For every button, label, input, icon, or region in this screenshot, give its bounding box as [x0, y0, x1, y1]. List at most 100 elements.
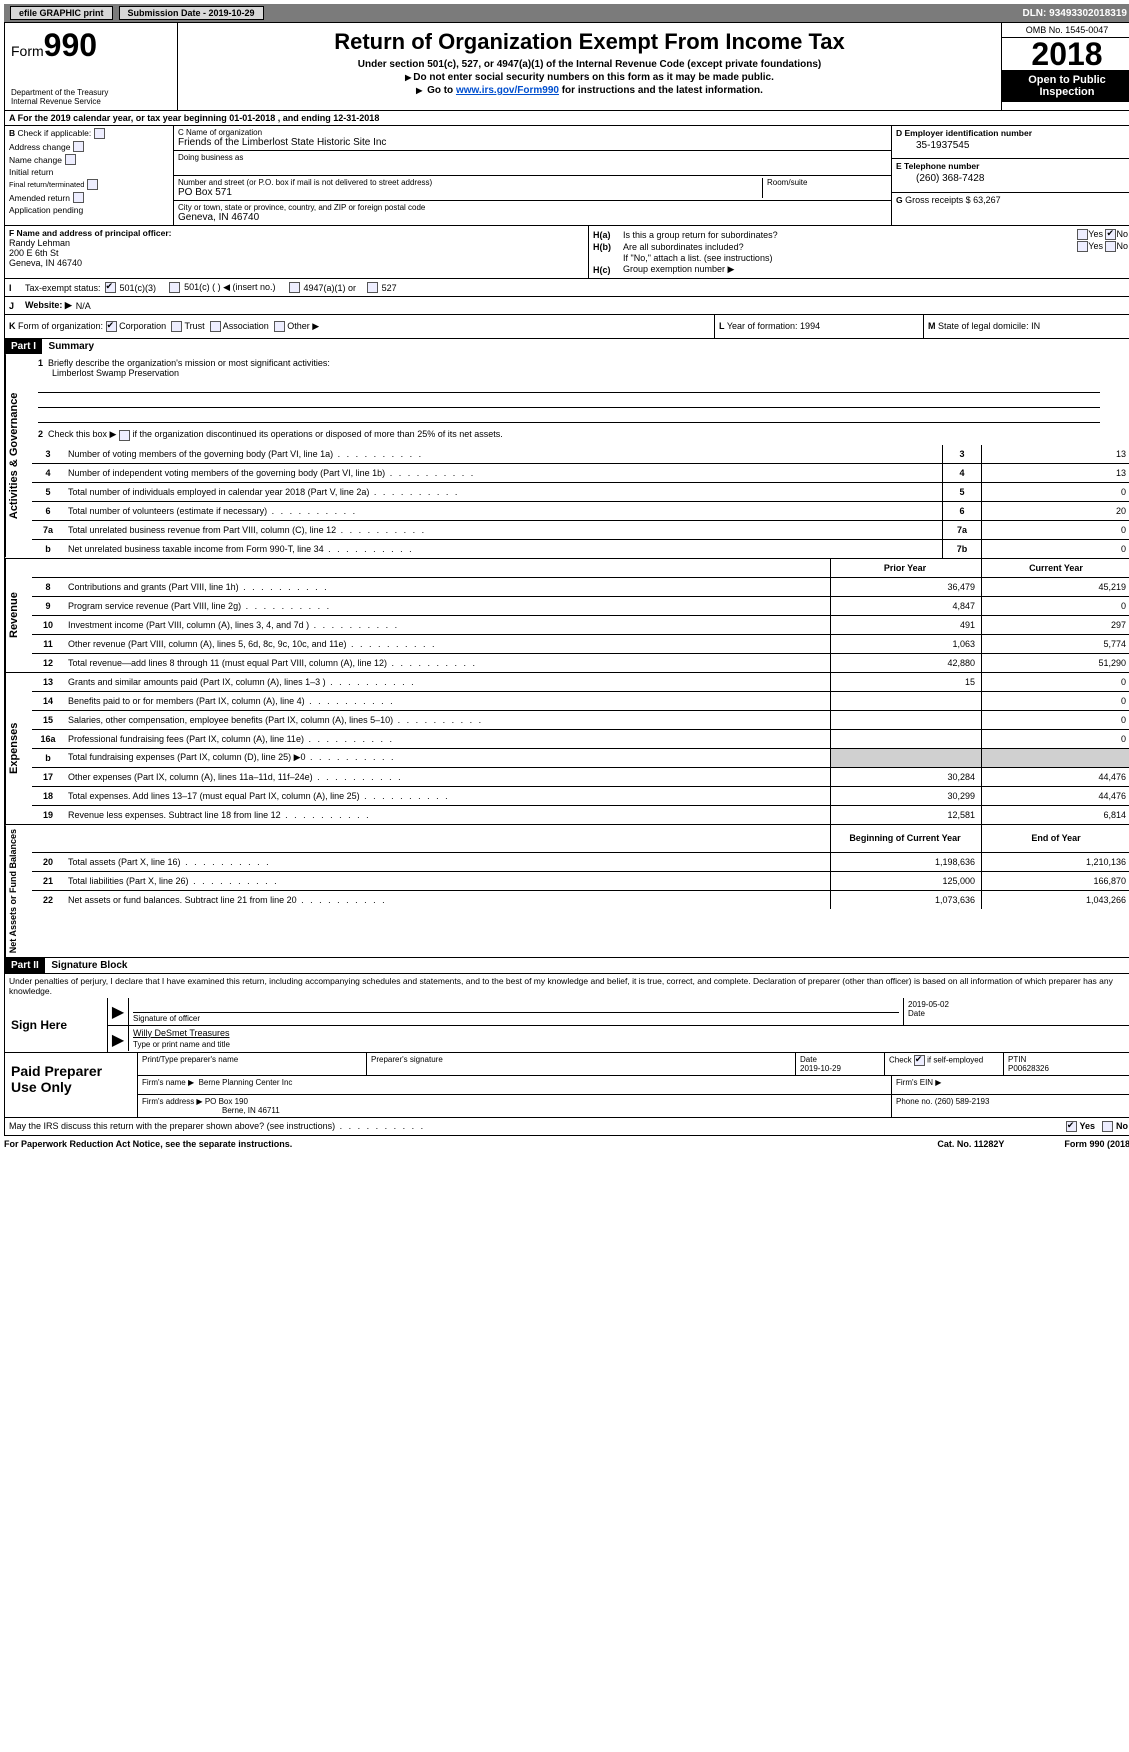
line-text: Contributions and grants (Part VIII, lin…: [64, 577, 831, 596]
association: Association: [223, 321, 269, 331]
501c-checkbox[interactable]: [169, 282, 180, 293]
self-emp-label: if self-employed: [927, 1055, 983, 1064]
column-c: C Name of organization Friends of the Li…: [174, 126, 891, 225]
current-value: 51,290: [982, 653, 1129, 672]
final-checkbox[interactable]: [87, 179, 98, 190]
line-text: Total assets (Part X, line 16): [64, 853, 831, 872]
corp-checkbox[interactable]: [106, 321, 117, 332]
current-value: 44,476: [982, 767, 1129, 786]
row-i: I Tax-exempt status: 501(c)(3) 501(c) ( …: [4, 279, 1129, 297]
street-label: Number and street (or P.O. box if mail i…: [178, 178, 758, 187]
line-box: 5: [943, 482, 982, 501]
addr-change-checkbox[interactable]: [73, 141, 84, 152]
g-label: G: [896, 195, 903, 205]
line-num: 7a: [32, 520, 64, 539]
m-lead: M: [928, 321, 936, 331]
form-990-footer: 990: [1089, 1139, 1104, 1149]
line-text: Total liabilities (Part X, line 26): [64, 872, 831, 891]
type-name-label: Type or print name and title: [133, 1040, 1128, 1049]
line-value: 0: [982, 539, 1129, 558]
governance-table: 3 Number of voting members of the govern…: [32, 445, 1129, 558]
check-applicable: Check if applicable:: [18, 128, 92, 138]
gross-receipts: Gross receipts $ 63,267: [905, 195, 1001, 205]
row-j: J Website: ▶ N/A: [4, 297, 1129, 315]
sign-here-label: Sign Here: [5, 998, 108, 1052]
firm-ein-label: Firm's EIN ▶: [896, 1078, 941, 1087]
ha-text: Is this a group return for subordinates?: [623, 230, 1077, 240]
line-text: Professional fundraising fees (Part IX, …: [64, 729, 831, 748]
line2-num: 2: [38, 429, 43, 439]
501c3-checkbox[interactable]: [105, 282, 116, 293]
header-center: Return of Organization Exempt From Incom…: [178, 23, 1001, 110]
col-header-prior: Beginning of Current Year: [831, 825, 982, 853]
line-num: 22: [32, 891, 64, 910]
prior-value: [831, 729, 982, 748]
print-name-label: Print/Type preparer's name: [142, 1055, 238, 1064]
line2-text: Check this box ▶: [48, 429, 116, 439]
line-text: Total expenses. Add lines 13–17 (must eq…: [64, 786, 831, 805]
sig-officer-label: Signature of officer: [133, 1012, 899, 1023]
irs-link[interactable]: www.irs.gov/Form990: [456, 85, 559, 96]
row-k: K Form of organization: Corporation Trus…: [5, 315, 715, 338]
line-text: Other revenue (Part VIII, column (A), li…: [64, 634, 831, 653]
cat-no: Cat. No. 11282Y: [937, 1139, 1004, 1149]
i-lead: I: [9, 283, 21, 293]
line-box: 7b: [943, 539, 982, 558]
year-formation: Year of formation: 1994: [727, 321, 820, 331]
current-value: 0: [982, 729, 1129, 748]
line-text: Number of voting members of the governin…: [64, 445, 943, 464]
discuss-yes: Yes: [1079, 1121, 1095, 1131]
current-value: 44,476: [982, 786, 1129, 805]
current-value: 0: [982, 710, 1129, 729]
line-box: 4: [943, 463, 982, 482]
line-box: 3: [943, 445, 982, 464]
527-checkbox[interactable]: [367, 282, 378, 293]
hb-yes-checkbox[interactable]: [1077, 241, 1088, 252]
prior-value: 12,581: [831, 805, 982, 824]
prior-value: 1,073,636: [831, 891, 982, 910]
yes-label: Yes: [1088, 229, 1103, 239]
column-d: D Employer identification number 35-1937…: [891, 126, 1129, 225]
trust-checkbox[interactable]: [171, 321, 182, 332]
line2-checkbox[interactable]: [119, 430, 130, 441]
4947-checkbox[interactable]: [289, 282, 300, 293]
line-2: 2 Check this box ▶ if the organization d…: [32, 429, 1129, 444]
dept-irs: Internal Revenue Service: [11, 97, 171, 106]
penalties-text: Under penalties of perjury, I declare th…: [4, 974, 1129, 998]
hc-label: H(c): [593, 265, 623, 275]
assoc-checkbox[interactable]: [210, 321, 221, 332]
discuss-yes-checkbox[interactable]: [1066, 1121, 1077, 1132]
subtitle-1: Under section 501(c), 527, or 4947(a)(1)…: [184, 59, 995, 70]
org-name-label: C Name of organization: [178, 128, 887, 137]
j-lead: J: [9, 301, 21, 311]
prior-value: 1,063: [831, 634, 982, 653]
line1-num: 1: [38, 358, 43, 368]
prior-value: [831, 748, 982, 767]
prior-value: 30,284: [831, 767, 982, 786]
website-value: N/A: [76, 301, 91, 311]
self-emp-checkbox[interactable]: [914, 1055, 925, 1066]
ha-yes-checkbox[interactable]: [1077, 229, 1088, 240]
amended-checkbox[interactable]: [73, 192, 84, 203]
firm-phone-label: Phone no.: [896, 1097, 932, 1106]
sig-date-label: Date: [908, 1009, 1128, 1018]
phone-value: (260) 368-7428: [896, 173, 1128, 184]
line-text: Total revenue—add lines 8 through 11 (mu…: [64, 653, 831, 672]
line-text: Total fundraising expenses (Part IX, col…: [64, 748, 831, 767]
line-text: Total number of volunteers (estimate if …: [64, 501, 943, 520]
paperwork-notice: For Paperwork Reduction Act Notice, see …: [4, 1139, 292, 1149]
prior-value: 42,880: [831, 653, 982, 672]
527: 527: [382, 283, 397, 293]
col-header-prior: Prior Year: [831, 559, 982, 578]
other: Other ▶: [287, 321, 319, 331]
col-header-current: Current Year: [982, 559, 1129, 578]
other-checkbox[interactable]: [274, 321, 285, 332]
line-num: 3: [32, 445, 64, 464]
check-icon[interactable]: [94, 128, 105, 139]
name-change-checkbox[interactable]: [65, 154, 76, 165]
header-left: Form990 Department of the Treasury Inter…: [5, 23, 178, 110]
hb-no-checkbox[interactable]: [1105, 241, 1116, 252]
ha-no-checkbox[interactable]: [1105, 229, 1116, 240]
discuss-no-checkbox[interactable]: [1102, 1121, 1113, 1132]
address-change: Address change: [9, 142, 70, 152]
